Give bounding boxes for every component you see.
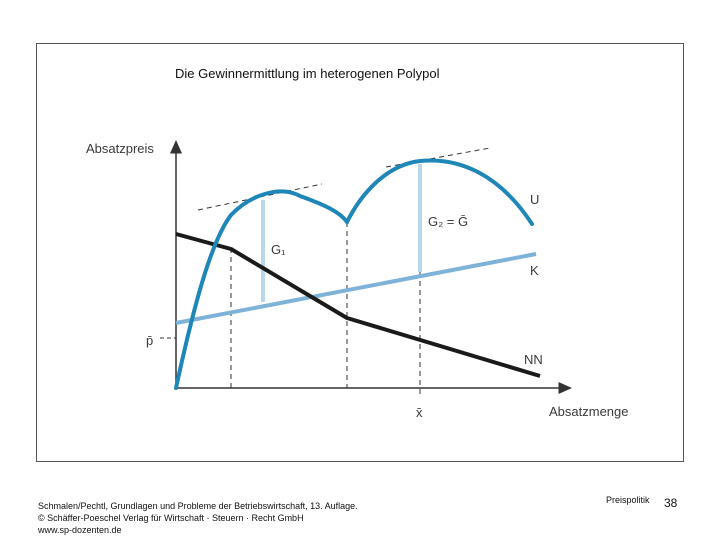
footer-citation: Schmalen/Pechtl, Grundlagen und Probleme… <box>38 500 358 536</box>
revenue-curve <box>174 158 534 390</box>
cost-line <box>175 252 537 325</box>
gain-label-g2: G₂ = Ḡ <box>428 214 468 229</box>
cost-label: K <box>530 263 539 278</box>
slide-frame <box>36 43 684 462</box>
slide-title: Die Gewinnermittlung im heterogenen Poly… <box>175 66 440 81</box>
y-axis-label: Absatzpreis <box>86 141 154 156</box>
x-bar-label: x̄ <box>416 405 423 420</box>
footer-line-copyright: © Schäffer-Poeschel Verlag für Wirtschaf… <box>38 513 304 523</box>
footer-line-source: Schmalen/Pechtl, Grundlagen und Probleme… <box>38 501 358 511</box>
page-number: 38 <box>664 496 678 510</box>
demand-curve <box>175 232 541 378</box>
section-label: Preispolitik <box>606 495 650 505</box>
gain-label-g1: G₁ <box>271 242 286 257</box>
revenue-label: U <box>530 192 539 207</box>
footer-line-url: www.sp-dozenten.de <box>38 525 122 535</box>
p-bar-label: p̄ <box>146 333 153 348</box>
x-axis-label: Absatzmenge <box>549 404 629 419</box>
demand-label: NN <box>524 352 543 367</box>
